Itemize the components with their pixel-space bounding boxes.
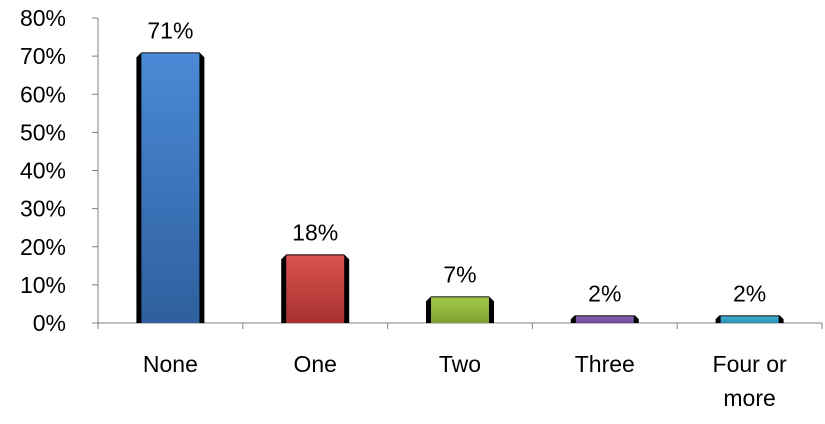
y-tick-label: 40%: [20, 158, 66, 184]
bar: [575, 316, 634, 323]
bars: [136, 52, 784, 323]
y-tick-label: 70%: [20, 43, 66, 69]
bar: [286, 255, 345, 323]
bar: [141, 53, 200, 323]
y-tick-label: 60%: [20, 81, 66, 107]
x-tick-label: One: [293, 351, 336, 377]
y-axis: 0% 10% 20% 30% 40% 50% 60% 70% 80%: [20, 5, 99, 336]
y-tick-label: 50%: [20, 119, 66, 145]
y-tick-label: 20%: [20, 234, 66, 260]
data-labels: 71% 18% 7% 2% 2%: [147, 17, 766, 306]
y-tick-label: 10%: [20, 272, 66, 298]
x-tick-label: Two: [439, 351, 481, 377]
data-label: 7%: [443, 261, 476, 287]
y-tick-label: 0%: [33, 310, 66, 336]
x-tick-label: more: [723, 385, 775, 411]
data-label: 71%: [147, 17, 193, 43]
x-tick-label: None: [143, 351, 198, 377]
data-label: 2%: [733, 280, 766, 306]
x-axis: None One Two Three Four or more: [97, 322, 823, 411]
y-tick-label: 30%: [20, 196, 66, 222]
x-tick-label: Three: [575, 351, 635, 377]
data-label: 18%: [292, 219, 338, 245]
x-tick-label: Four or: [713, 351, 787, 377]
bar: [431, 297, 489, 323]
data-label: 2%: [588, 280, 621, 306]
bar: [720, 316, 779, 323]
y-tick-label: 80%: [20, 5, 66, 31]
